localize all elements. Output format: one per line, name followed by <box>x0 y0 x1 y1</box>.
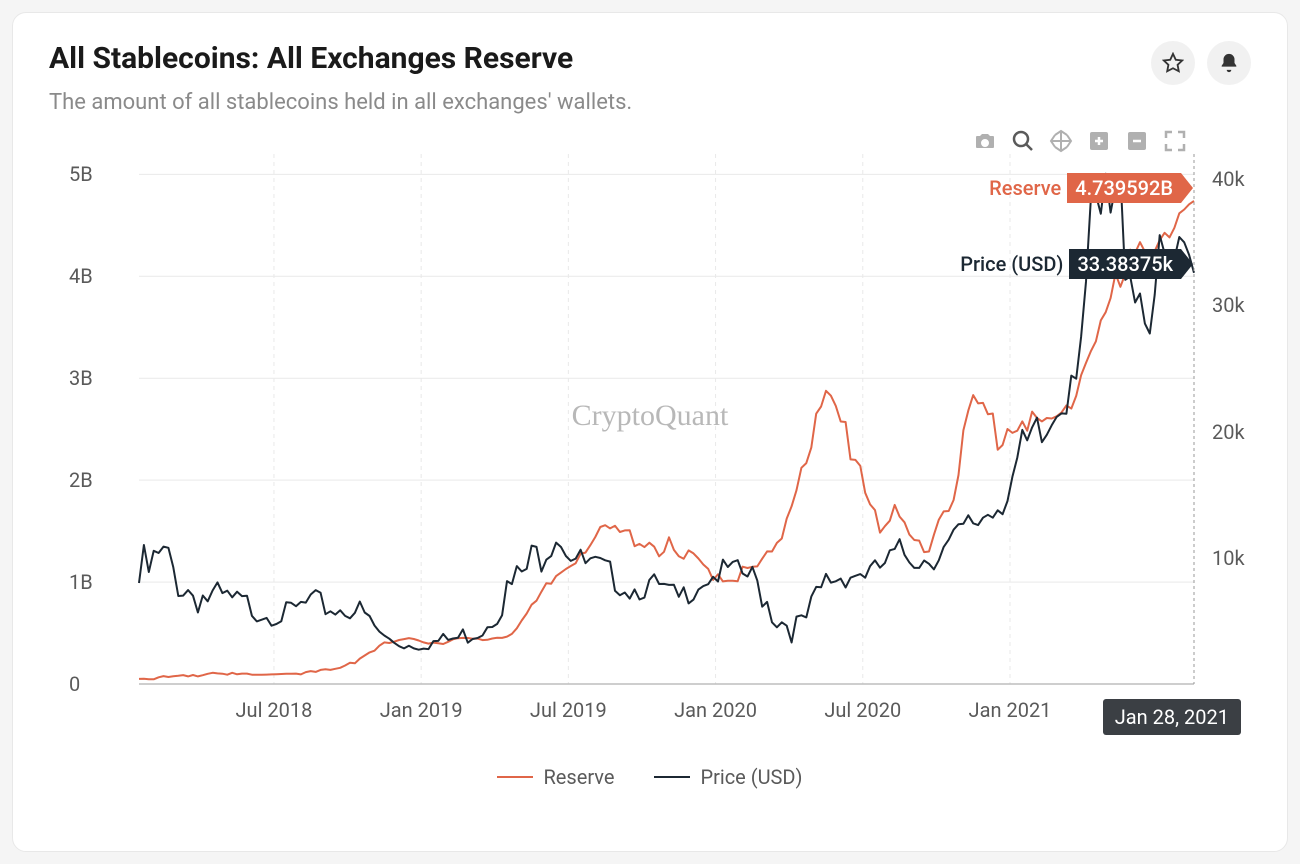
price-flag-label: Price (USD) <box>960 252 1063 276</box>
reserve-value-flag: Reserve 4.739592B <box>989 173 1181 203</box>
alert-button[interactable] <box>1207 41 1251 85</box>
axis-tick-label: Jul 2018 <box>236 698 313 722</box>
date-flag: Jan 28, 2021 <box>1103 699 1241 735</box>
axis-tick-label: 30k <box>1212 293 1245 317</box>
axis-tick-label: 1B <box>69 570 93 594</box>
legend-label: Reserve <box>543 765 614 789</box>
axis-tick-label: Jul 2019 <box>530 698 607 722</box>
plot-svg[interactable] <box>49 129 1264 734</box>
axis-tick-label: 5B <box>69 162 93 186</box>
star-icon <box>1162 52 1184 74</box>
legend-item-reserve[interactable]: Reserve <box>497 765 614 789</box>
axis-tick-label: Jan 2019 <box>380 698 463 722</box>
legend-label: Price (USD) <box>700 765 802 789</box>
legend-swatch <box>497 776 533 778</box>
axis-tick-label: 10k <box>1212 546 1245 570</box>
card-header: All Stablecoins: All Exchanges Reserve T… <box>49 41 1251 125</box>
axis-tick-label: 3B <box>69 366 93 390</box>
axis-tick-label: 0 <box>69 672 80 696</box>
reserve-flag-value: 4.739592B <box>1067 173 1181 203</box>
axis-tick-label: 40k <box>1212 167 1245 191</box>
chart-card: All Stablecoins: All Exchanges Reserve T… <box>12 12 1288 852</box>
bell-icon <box>1218 52 1240 74</box>
axis-tick-label: 20k <box>1212 420 1245 444</box>
chart-area: CryptoQuant Reserve 4.739592B Price (USD… <box>49 129 1251 759</box>
axis-tick-label: Jul 2020 <box>824 698 901 722</box>
axis-tick-label: Jan 2020 <box>674 698 757 722</box>
chart-title: All Stablecoins: All Exchanges Reserve <box>49 41 632 76</box>
header-actions <box>1151 41 1251 85</box>
favorite-button[interactable] <box>1151 41 1195 85</box>
axis-tick-label: 2B <box>69 468 93 492</box>
axis-tick-label: 4B <box>69 264 93 288</box>
price-flag-value: 33.38375k <box>1069 249 1181 279</box>
chart-legend: Reserve Price (USD) <box>49 765 1251 789</box>
legend-swatch <box>654 776 690 778</box>
reserve-flag-label: Reserve <box>989 176 1061 200</box>
legend-item-price[interactable]: Price (USD) <box>654 765 802 789</box>
price-value-flag: Price (USD) 33.38375k <box>960 249 1181 279</box>
chart-subtitle: The amount of all stablecoins held in al… <box>49 90 632 115</box>
title-block: All Stablecoins: All Exchanges Reserve T… <box>49 41 632 125</box>
axis-tick-label: Jan 2021 <box>969 698 1052 722</box>
